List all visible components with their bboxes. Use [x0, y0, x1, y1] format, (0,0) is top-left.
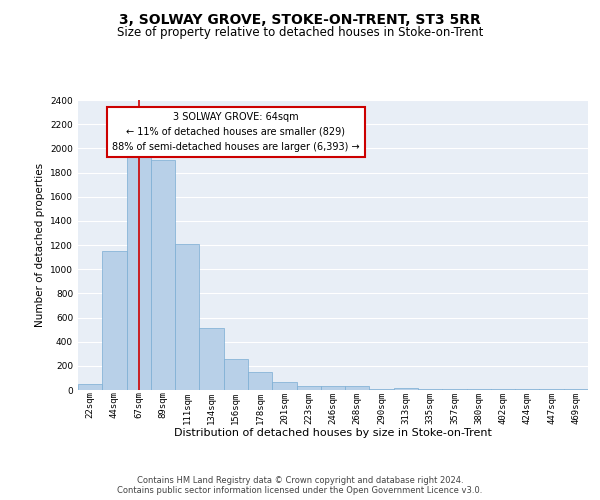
Text: 3 SOLWAY GROVE: 64sqm
← 11% of detached houses are smaller (829)
88% of semi-det: 3 SOLWAY GROVE: 64sqm ← 11% of detached … — [112, 112, 359, 152]
Y-axis label: Number of detached properties: Number of detached properties — [35, 163, 44, 327]
Bar — [394, 388, 418, 390]
Text: Size of property relative to detached houses in Stoke-on-Trent: Size of property relative to detached ho… — [117, 26, 483, 39]
Bar — [345, 386, 370, 390]
Bar — [78, 384, 102, 390]
Bar — [199, 328, 224, 390]
Bar — [248, 372, 272, 390]
Text: Contains HM Land Registry data © Crown copyright and database right 2024.
Contai: Contains HM Land Registry data © Crown c… — [118, 476, 482, 495]
Bar — [175, 244, 199, 390]
Bar — [224, 358, 248, 390]
Bar — [418, 389, 442, 390]
Bar — [151, 160, 175, 390]
Bar — [296, 386, 321, 390]
Bar — [370, 389, 394, 390]
Bar — [321, 386, 345, 390]
Bar — [467, 388, 491, 390]
Bar — [127, 154, 151, 390]
Bar — [102, 251, 127, 390]
Text: Distribution of detached houses by size in Stoke-on-Trent: Distribution of detached houses by size … — [174, 428, 492, 438]
Bar — [272, 382, 296, 390]
Text: 3, SOLWAY GROVE, STOKE-ON-TRENT, ST3 5RR: 3, SOLWAY GROVE, STOKE-ON-TRENT, ST3 5RR — [119, 12, 481, 26]
